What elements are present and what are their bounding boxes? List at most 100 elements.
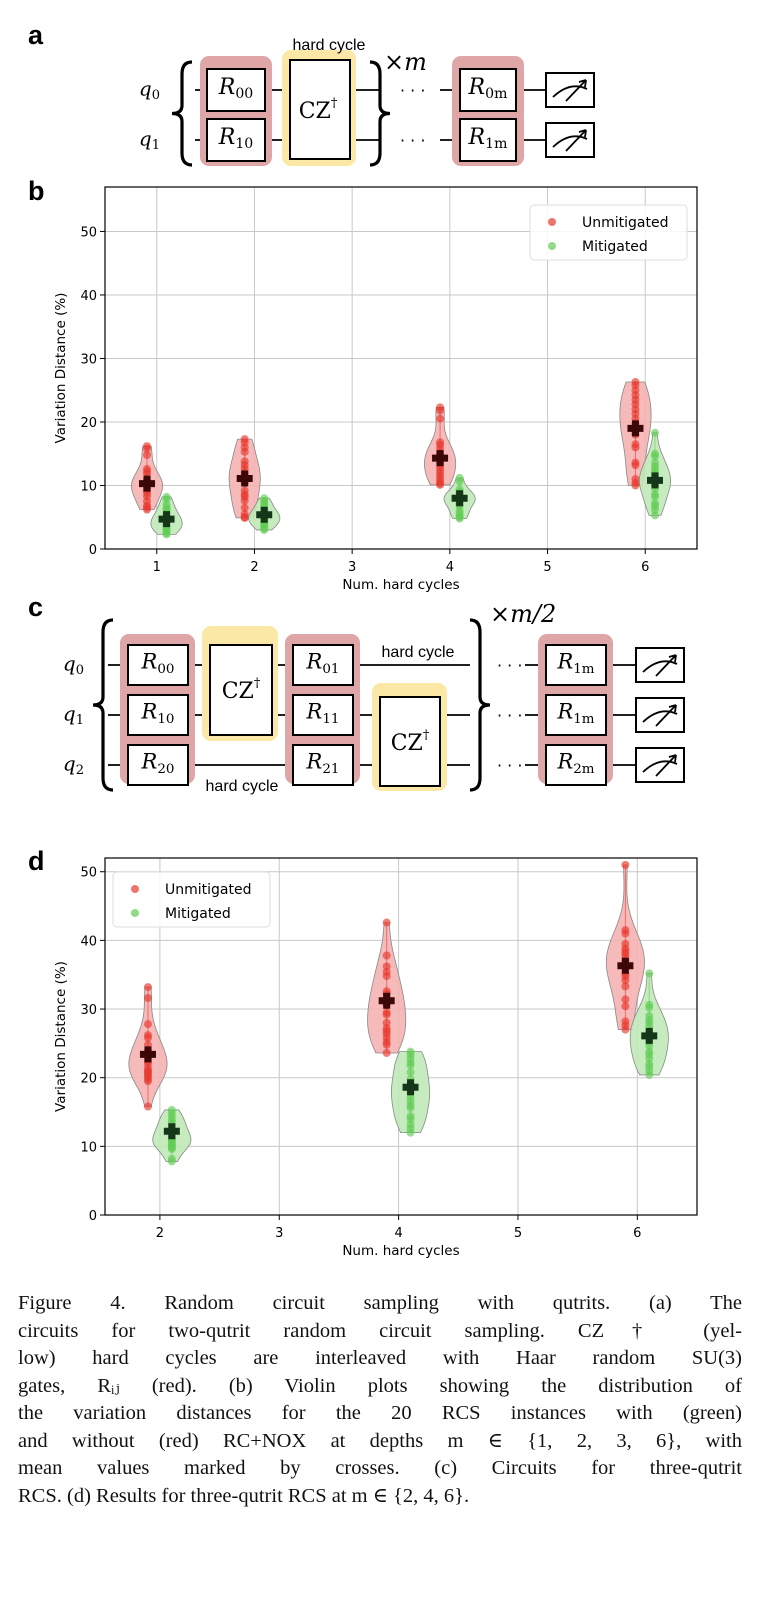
data-point xyxy=(260,525,269,534)
plot-frame xyxy=(104,186,698,550)
data-point xyxy=(143,451,152,460)
data-point xyxy=(406,1068,415,1077)
y-tick-label: 30 xyxy=(80,352,97,367)
mean-cross xyxy=(158,511,175,528)
data-point xyxy=(406,1103,415,1112)
data-point xyxy=(406,1114,415,1123)
right-brace xyxy=(469,618,491,792)
data-point xyxy=(650,428,659,437)
data-point xyxy=(621,929,630,938)
mean-cross xyxy=(256,506,273,523)
data-point xyxy=(621,976,630,985)
figure-caption: Figure 4. Random circuit sampling with q… xyxy=(18,1290,742,1510)
y-tick-label: 10 xyxy=(80,479,97,494)
r-gate xyxy=(545,744,607,786)
y-axis-label: Variation Distance (%) xyxy=(53,961,69,1112)
legend xyxy=(529,204,688,261)
panel-label-d: d xyxy=(28,846,45,876)
x-tick-label: 2 xyxy=(250,560,258,575)
ellipsis: · · · xyxy=(497,706,522,725)
r-gate xyxy=(545,644,607,686)
legend-label: Unmitigated xyxy=(165,882,251,898)
mean-cross xyxy=(163,1123,180,1140)
left-brace xyxy=(92,618,114,792)
hard-cycle-label: hard cycle xyxy=(382,644,455,661)
r-gate xyxy=(292,744,354,786)
caption-line: mean values marked by crosses. (c) Circu… xyxy=(18,1457,742,1479)
y-axis-label: Variation Distance (%) xyxy=(53,293,69,444)
plot-frame xyxy=(104,857,698,1216)
data-point xyxy=(621,1025,630,1034)
data-point xyxy=(631,481,640,490)
x-tick-label: 6 xyxy=(633,1226,641,1241)
data-point xyxy=(382,1010,391,1019)
repeat-label: ×m xyxy=(384,48,427,76)
mean-cross xyxy=(139,475,156,492)
qubit-label: q1 xyxy=(63,702,84,728)
caption-line: and without (red) RC+NOX at depths m ∈ {… xyxy=(18,1429,742,1452)
y-tick-label: 20 xyxy=(80,1072,97,1087)
data-point xyxy=(240,496,249,505)
meter-needle-icon xyxy=(565,79,587,102)
cz-gate xyxy=(289,59,351,160)
right-brace xyxy=(369,60,391,167)
data-point xyxy=(645,1070,654,1079)
repeat-label: ×m/2 xyxy=(490,600,556,628)
r-gate xyxy=(545,694,607,736)
r-gate xyxy=(127,744,189,786)
meter-needle-icon xyxy=(655,704,677,727)
data-point xyxy=(645,969,654,978)
data-point xyxy=(382,951,391,960)
data-point xyxy=(240,513,249,522)
data-point xyxy=(382,962,391,971)
left-brace xyxy=(171,60,193,167)
measurement-icon xyxy=(635,697,685,733)
legend xyxy=(112,871,271,928)
data-point xyxy=(436,480,445,489)
data-point xyxy=(406,1061,415,1070)
data-point xyxy=(240,447,249,456)
meter-arc-icon xyxy=(642,710,678,723)
data-point xyxy=(436,414,445,423)
measurement-icon xyxy=(635,747,685,783)
qubit-label: q1 xyxy=(139,127,160,153)
data-point xyxy=(645,1003,654,1012)
qubit-label: q0 xyxy=(63,652,84,678)
legend-label: Mitigated xyxy=(582,239,648,255)
mean-cross xyxy=(402,1079,419,1096)
data-point xyxy=(631,443,640,452)
x-tick-label: 1 xyxy=(153,560,161,575)
y-tick-label: 10 xyxy=(80,1140,97,1155)
data-point xyxy=(650,511,659,520)
data-point xyxy=(382,1040,391,1049)
caption-line: RCS. (d) Results for three-qutrit RCS at… xyxy=(18,1484,470,1507)
x-tick-label: 5 xyxy=(543,560,551,575)
x-tick-label: 4 xyxy=(446,560,454,575)
data-point xyxy=(621,860,630,869)
data-point xyxy=(143,1020,152,1029)
data-point xyxy=(162,530,171,539)
y-tick-label: 40 xyxy=(80,289,97,304)
data-point xyxy=(143,1033,152,1042)
mean-cross xyxy=(646,472,663,489)
ellipsis: · · · xyxy=(400,131,425,150)
x-tick-label: 2 xyxy=(156,1226,164,1241)
data-point xyxy=(455,514,464,523)
ellipsis: · · · xyxy=(497,756,522,775)
legend-marker xyxy=(131,885,139,893)
legend-marker xyxy=(131,909,139,917)
panel-label-a: a xyxy=(28,20,44,50)
meter-arc-icon xyxy=(552,85,588,98)
qubit-label: q2 xyxy=(63,752,84,778)
y-tick-label: 40 xyxy=(80,934,97,949)
mean-cross xyxy=(617,957,634,974)
chart-d: 2 3 4 5 6 0 10 20 30 40 50 Num. hard cycles Variatio… xyxy=(53,857,698,1259)
cz-gate-label: CZ† xyxy=(222,676,261,705)
data-point xyxy=(621,1002,630,1011)
data-point xyxy=(382,972,391,981)
mean-cross xyxy=(451,490,468,507)
mean-cross xyxy=(641,1027,658,1044)
r-gate xyxy=(292,694,354,736)
caption-line: the variation distances for the 20 RCS i… xyxy=(18,1402,742,1424)
